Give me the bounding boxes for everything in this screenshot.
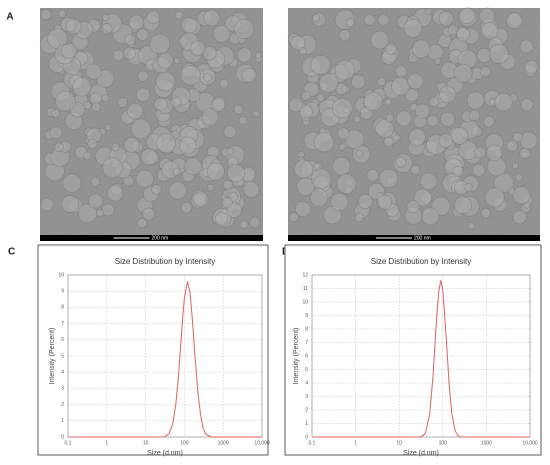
y-tick-label: 3 xyxy=(305,394,308,400)
scale-label: 200 nm xyxy=(414,235,431,241)
y-tick-label: 1 xyxy=(305,421,308,427)
panel-label: C xyxy=(8,247,15,258)
y-tick-label: 8 xyxy=(305,326,308,332)
y-tick-label: 0 xyxy=(61,434,64,440)
x-tick-label: 10,000 xyxy=(522,440,538,446)
scale-strip xyxy=(288,235,540,241)
tem-image: 200 nm xyxy=(287,7,540,241)
x-axis-label: Size (d.nm) xyxy=(403,450,439,457)
x-tick-label: 10,000 xyxy=(254,440,270,446)
y-tick-label: 5 xyxy=(305,367,308,373)
y-tick-label: 0 xyxy=(305,434,308,440)
y-tick-label: 1 xyxy=(61,418,64,424)
image-grain xyxy=(40,8,263,241)
y-tick-label: 4 xyxy=(61,370,64,376)
image-grain xyxy=(288,8,540,241)
y-tick-label: 12 xyxy=(302,272,308,278)
y-tick-label: 2 xyxy=(305,407,308,413)
y-tick-label: 3 xyxy=(61,386,64,392)
y-tick-label: 6 xyxy=(305,353,308,359)
y-tick-label: 4 xyxy=(305,380,308,386)
chart-title: Size Distribution by Intensity xyxy=(371,257,472,266)
x-tick-label: 1 xyxy=(105,440,108,446)
y-tick-label: 10 xyxy=(58,272,64,278)
chart-title: Size Distribution by Intensity xyxy=(115,257,216,266)
panel-label: A xyxy=(6,12,13,23)
x-tick-label: 1000 xyxy=(481,440,492,446)
x-tick-label: 1000 xyxy=(218,440,229,446)
y-tick-label: 9 xyxy=(305,313,308,319)
y-tick-label: 5 xyxy=(61,353,64,359)
size-distribution-line xyxy=(312,280,530,438)
x-axis-label: Size (d.nm) xyxy=(147,450,183,457)
x-tick-label: 100 xyxy=(439,440,448,446)
y-tick-label: 8 xyxy=(61,305,64,311)
y-tick-label: 7 xyxy=(305,340,308,346)
y-tick-label: 7 xyxy=(61,321,64,327)
scale-label: 200 nm xyxy=(152,235,169,241)
y-axis-label: Intensity (Percent) xyxy=(49,328,56,385)
y-tick-label: 10 xyxy=(302,299,308,305)
x-tick-label: 10 xyxy=(143,440,149,446)
x-tick-label: 100 xyxy=(180,440,189,446)
scale-strip xyxy=(40,235,263,241)
chart-frame xyxy=(37,244,269,456)
x-tick-label: 1 xyxy=(354,440,357,446)
y-tick-label: 6 xyxy=(61,337,64,343)
y-tick-label: 11 xyxy=(303,286,308,292)
chart-frame xyxy=(284,244,542,456)
y-tick-label: 9 xyxy=(61,289,64,295)
y-axis-label: Intensity (Percent) xyxy=(293,328,300,385)
tem-image: 200 nm xyxy=(39,8,263,241)
size-distribution-line xyxy=(68,281,262,438)
x-tick-label: 0.1 xyxy=(65,440,72,446)
x-tick-label: 0.1 xyxy=(309,440,316,446)
x-tick-label: 10 xyxy=(396,440,402,446)
y-tick-label: 2 xyxy=(61,402,64,408)
